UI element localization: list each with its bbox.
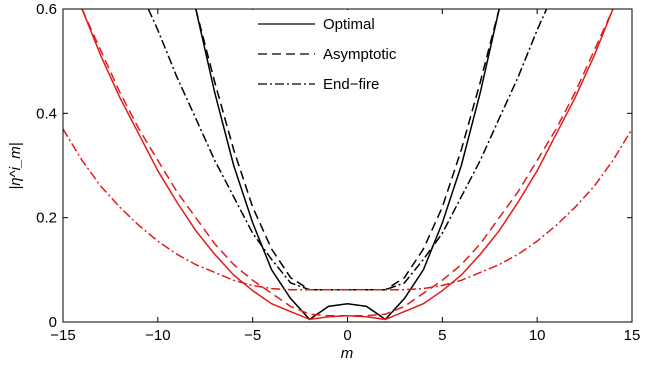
legend: Optimal Asymptotic End−fire [248, 10, 428, 94]
x-tick-label-4: 5 [438, 327, 446, 344]
y-axis-label: |η^i_m| [7, 142, 24, 189]
y-tick-label-2: 0.4 [36, 105, 57, 122]
x-tick-label-5: 10 [529, 327, 546, 344]
x-tick-label-0: −15 [50, 327, 75, 344]
series-line-1 [195, 9, 500, 291]
series-layer [63, 9, 632, 321]
series-line-2 [147, 9, 548, 291]
y-tick-label-1: 0.2 [36, 210, 57, 227]
legend-label-asymptotic: Asymptotic [323, 46, 397, 63]
y-tick-label-0: 0 [49, 314, 57, 331]
series-line-0 [195, 9, 500, 321]
y-tick-label-3: 0.6 [36, 1, 57, 18]
x-tick-label-3: 0 [343, 327, 351, 344]
x-tick-label-1: −10 [145, 327, 170, 344]
series-line-4 [81, 9, 614, 317]
legend-label-optimal: Optimal [323, 16, 375, 33]
x-tick-label-2: −5 [244, 327, 261, 344]
x-tick-label-6: 15 [624, 327, 641, 344]
ticks-layer: −15 −10 −5 0 5 10 15 0 0.2 0.4 0.6 [36, 1, 640, 344]
legend-label-endfire: End−fire [323, 76, 379, 93]
x-axis-label: m [341, 345, 354, 362]
series-line-5 [63, 128, 632, 291]
